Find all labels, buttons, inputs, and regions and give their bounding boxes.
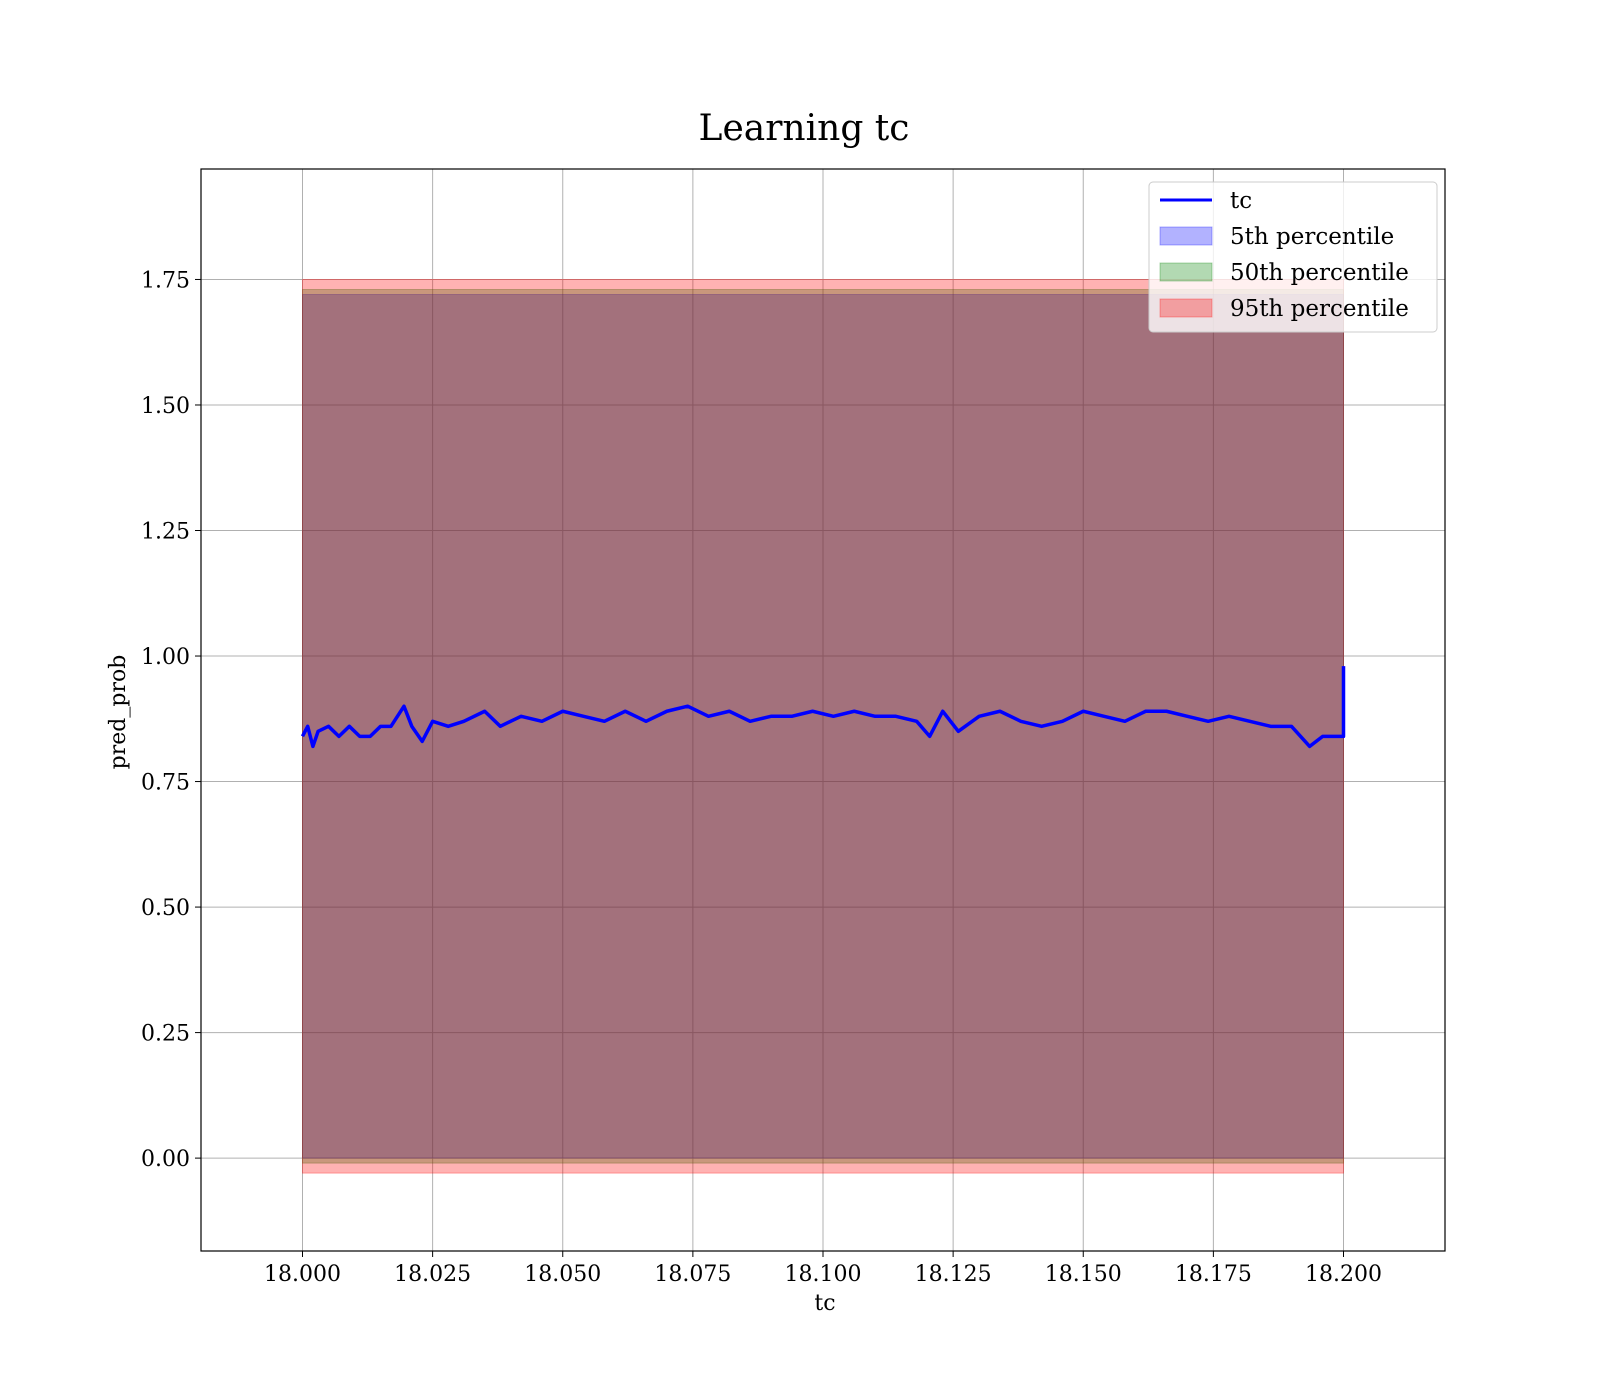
- y-tick-label: 0.00: [141, 1147, 190, 1172]
- band-95th-percentile: [301, 278, 1345, 1174]
- series-lines: [300, 666, 1346, 749]
- y-tick-label: 1.50: [141, 394, 190, 419]
- legend-swatch-50th: [1159, 262, 1213, 282]
- y-tick-label: 0.25: [141, 1022, 190, 1047]
- chart-title: Learning tc: [699, 108, 910, 149]
- percentile-bands: [301, 278, 1345, 1174]
- legend: tc 5th percentile 50th percentile 95th p…: [1148, 181, 1438, 333]
- y-axis-ticks: 0.00 0.25 0.50 0.75 1.00 1.25 1.50 1.75: [141, 268, 201, 1172]
- legend-label-95th: 95th percentile: [1230, 296, 1409, 322]
- y-tick-label: 1.00: [141, 645, 190, 670]
- x-tick-label: 18.200: [1305, 1262, 1382, 1287]
- y-tick-label: 0.50: [141, 896, 190, 921]
- legend-swatch-95th: [1159, 298, 1213, 318]
- x-tick-label: 18.100: [785, 1262, 862, 1287]
- x-tick-label: 18.050: [524, 1262, 601, 1287]
- x-tick-label: 18.125: [915, 1262, 992, 1287]
- series-line-tc: [300, 666, 1346, 749]
- x-axis-ticks: 18.000 18.025 18.050 18.075 18.100 18.125 18.1…: [264, 1251, 1382, 1287]
- x-axis-label: tc: [814, 1291, 835, 1316]
- x-tick-label: 18.075: [654, 1262, 731, 1287]
- y-axis-label: pred_prob: [106, 655, 131, 770]
- plot-area: 18.000 18.025 18.050 18.075 18.100 18.125 18.1…: [141, 168, 1446, 1287]
- legend-swatch-5th: [1159, 226, 1213, 246]
- y-tick-label: 1.75: [141, 268, 190, 293]
- x-tick-label: 18.025: [394, 1262, 471, 1287]
- band-5th-percentile: [301, 294, 1345, 1159]
- legend-label-50th: 50th percentile: [1230, 260, 1409, 286]
- y-tick-label: 1.25: [141, 520, 190, 545]
- legend-label-tc: tc: [1230, 188, 1252, 214]
- x-tick-label: 18.000: [264, 1262, 341, 1287]
- x-tick-label: 18.175: [1175, 1262, 1252, 1287]
- band-50th-percentile: [301, 289, 1345, 1164]
- grid-lines: [201, 169, 1445, 1251]
- y-tick-label: 0.75: [141, 771, 190, 796]
- legend-label-5th: 5th percentile: [1230, 224, 1394, 250]
- legend-box: [1148, 181, 1438, 333]
- x-tick-label: 18.150: [1045, 1262, 1122, 1287]
